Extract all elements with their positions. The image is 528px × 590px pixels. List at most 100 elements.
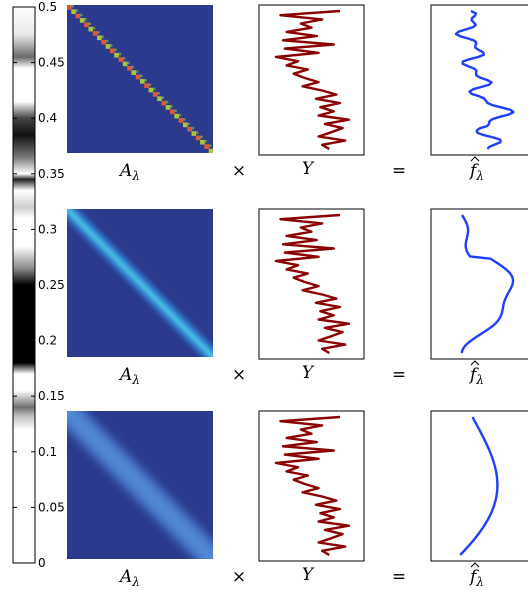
estimate-plot — [430, 208, 528, 360]
observation-series-line — [274, 213, 351, 355]
estimate-label: fλ — [468, 161, 484, 183]
matrix-label: Aλ — [118, 567, 140, 589]
matrix-offdiagonal-cell — [114, 48, 117, 52]
estimate-series-line — [454, 9, 515, 150]
matrix-offdiagonal-cell — [118, 52, 122, 56]
colorbar-tick-label: 0.45 — [38, 56, 65, 70]
times-operator: × — [232, 365, 246, 385]
observation-series-line — [274, 415, 351, 557]
observation-label: Y — [302, 159, 315, 179]
matrix-offdiagonal-cell — [135, 70, 139, 73]
equals-operator: = — [392, 365, 406, 385]
estimate-label-subscript: λ — [475, 373, 484, 387]
matrix-offdiagonal-cell — [182, 118, 186, 121]
estimate-label-symbol: f — [468, 365, 479, 385]
matrix-diagonal-cell — [67, 5, 72, 10]
matrix-offdiagonal-cell — [191, 126, 195, 130]
matrix-diagonal-cell — [88, 26, 94, 32]
matrix-offdiagonal-cell — [79, 13, 83, 17]
matrix-diagonal-cell — [191, 131, 197, 136]
estimate-hat-accent — [470, 156, 480, 162]
matrix-heatmap — [67, 209, 213, 357]
matrix-label: Aλ — [118, 365, 140, 387]
matrix-offdiagonal-cell — [152, 87, 156, 91]
matrix-offdiagonal-cell — [195, 131, 199, 134]
matrix-label-symbol: A — [118, 365, 132, 385]
colorbar-tick-label: 0.3 — [38, 222, 57, 236]
matrix-diagonal-cell — [122, 61, 128, 67]
equals-operator: = — [392, 567, 406, 587]
matrix-offdiagonal-cell — [144, 79, 147, 82]
colorbar-tick-label: 0.25 — [38, 278, 65, 292]
matrix-diagonal-band — [67, 209, 213, 357]
observation-label: Y — [302, 565, 315, 585]
estimate-hat-accent — [470, 360, 480, 366]
matrix-diagonal-cell — [174, 113, 179, 119]
matrix-offdiagonal-cell — [200, 135, 203, 139]
matrix-offdiagonal-cell — [92, 26, 96, 30]
colorbar-ticks: 0.5 0.45 0.4 0.35 0.3 0.25 0.2 0.15 0.1 0.05 0 — [13, 0, 65, 570]
observation-plot — [258, 410, 365, 562]
matrix-heatmap — [67, 5, 213, 153]
colorbar-tick-label: 0.05 — [38, 500, 65, 514]
equals-operator: = — [392, 161, 406, 181]
matrix-offdiagonal-cell — [105, 39, 109, 43]
estimate-hat-accent — [470, 562, 480, 568]
matrix-diagonal-cell — [84, 22, 89, 28]
matrix-diagonal-cell — [195, 135, 201, 141]
matrix-offdiagonal-cell — [187, 122, 190, 126]
matrix-diagonal-cell — [165, 105, 171, 110]
observation-series-line — [274, 9, 351, 151]
estimate-series-line — [460, 214, 515, 354]
matrix-diagonal-cell — [170, 109, 175, 115]
matrix-diagonal-cell — [118, 57, 124, 62]
estimate-label-subscript: λ — [475, 575, 484, 589]
matrix-diagonal-cell — [114, 52, 119, 58]
matrix-offdiagonal-cell — [127, 61, 130, 65]
matrix-offdiagonal-cell — [97, 31, 100, 34]
estimate-label: fλ — [468, 567, 484, 589]
matrix-diagonal-cell — [144, 83, 149, 89]
matrix-offdiagonal-cell — [140, 74, 143, 78]
matrix-diagonal-cell — [200, 139, 205, 145]
matrix-offdiagonal-cell — [161, 96, 165, 100]
matrix-diagonal-cell — [178, 118, 184, 123]
colorbar-tick-label: 0.1 — [38, 445, 57, 459]
colorbar-tick-label: 0 — [38, 556, 46, 570]
matrix-label-subscript: λ — [131, 169, 140, 183]
matrix-offdiagonal-cell — [109, 44, 113, 47]
times-operator: × — [232, 567, 246, 587]
estimate-label-symbol: f — [468, 567, 479, 587]
matrix-label-symbol: A — [118, 161, 132, 181]
matrix-offdiagonal-cell — [131, 65, 134, 69]
matrix-offdiagonal-cell — [148, 83, 152, 86]
colorbar-tick-label: 0.35 — [38, 167, 65, 181]
matrix-diagonal-cell — [204, 144, 210, 149]
matrix-diagonal-cell — [109, 48, 115, 54]
matrix-offdiagonal-cell — [88, 22, 92, 26]
matrix-diagonal-cell — [131, 70, 137, 75]
matrix-diagonal-cell — [79, 18, 85, 23]
matrix-diagonal-cell — [187, 126, 192, 132]
matrix-diagonal-cell — [75, 13, 81, 19]
matrix-diagonal-cell — [135, 74, 141, 80]
matrix-offdiagonal-cell — [71, 5, 74, 8]
matrix-diagonal-cell — [208, 148, 213, 153]
colorbar-tick-label: 0.15 — [38, 389, 65, 403]
estimate-series-line — [459, 416, 499, 556]
matrix-offdiagonal-cell — [101, 35, 104, 39]
estimate-label-symbol: f — [468, 161, 479, 181]
equation-row: Aλ × Y = fλ — [67, 410, 528, 589]
estimate-label: fλ — [468, 365, 484, 387]
equation-row: Aλ × Y = fλ — [67, 208, 528, 387]
estimate-plot — [430, 4, 528, 156]
matrix-label-symbol: A — [118, 567, 132, 587]
matrix-diagonal-cell — [148, 87, 154, 93]
observation-plot — [258, 4, 365, 156]
matrix-offdiagonal-cell — [174, 109, 177, 113]
matrix-diagonal-cell — [157, 96, 162, 102]
matrix-offdiagonal-cell — [178, 113, 182, 117]
matrix-diagonal-cell — [182, 122, 188, 128]
